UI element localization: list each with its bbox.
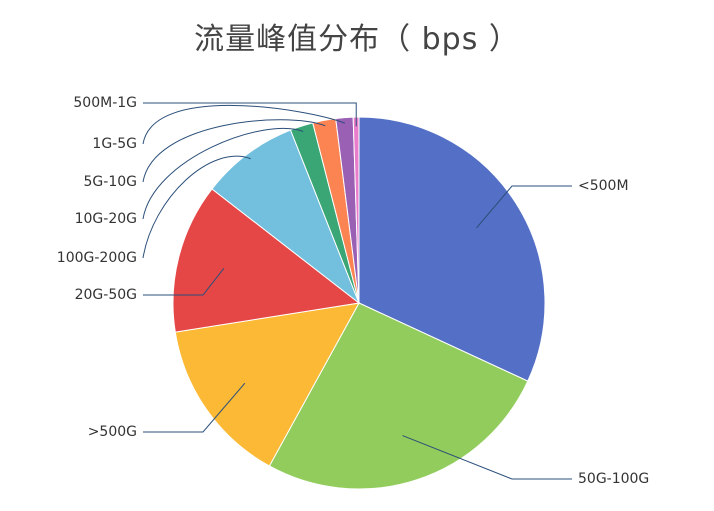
- slice-label-lt-500m: <500M: [578, 178, 629, 194]
- pie-slice-gt-500g: [174, 302, 360, 467]
- slice-label-10g-20g: 10G-20G: [75, 211, 137, 227]
- leader-line-500m-1g: [143, 102, 357, 127]
- slice-label-100g-200g: 100G-200G: [57, 250, 137, 266]
- leader-line-lt-500m: [476, 185, 572, 229]
- leader-line-20g-50g: [143, 267, 225, 296]
- slice-label-gt-500g: >500G: [88, 424, 137, 440]
- leader-line-5g-10g: [142, 119, 326, 183]
- leader-line-100g-200g: [142, 155, 251, 259]
- chart-title: 流量峰值分布（ bps ）: [194, 22, 520, 57]
- slice-label-500m-1g: 500M-1G: [73, 95, 137, 111]
- slice-label-20g-50g: 20G-50G: [75, 287, 137, 303]
- pie-slice-lt-500m: [358, 116, 546, 382]
- leader-line-1g-5g: [142, 104, 346, 145]
- leader-line-10g-20g: [142, 127, 304, 220]
- pie-slice-20g-50g: [172, 188, 361, 333]
- leader-line-gt-500g: [143, 382, 246, 433]
- slice-label-50g-100g: 50G-100G: [578, 471, 649, 487]
- slice-label-5g-10g: 5G-10G: [84, 174, 137, 190]
- pie-slice-100g-200g: [211, 129, 361, 305]
- slice-label-1g-5g: 1G-5G: [92, 136, 137, 152]
- leader-line-50g-100g: [402, 435, 572, 480]
